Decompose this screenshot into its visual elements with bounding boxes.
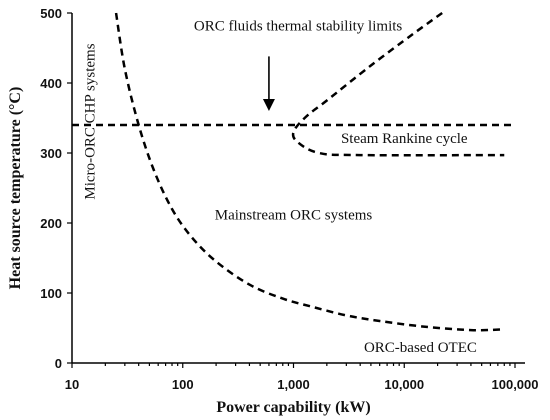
x-axis-title: Power capability (kW) <box>216 399 370 416</box>
x-tick-label-0: 10 <box>65 377 79 392</box>
annotation-1: Micro-ORC CHP systems <box>83 43 99 199</box>
y-axis-title: Heat source temperature (°C) <box>7 87 24 290</box>
y-tick-label-1: 100 <box>40 286 62 301</box>
x-tick-label-4: 100,000 <box>492 377 539 392</box>
y-tick-label-5: 500 <box>40 6 62 21</box>
x-tick-label-1: 100 <box>172 377 194 392</box>
annotation-4: ORC-based OTEC <box>364 340 477 356</box>
x-tick-label-3: 10,000 <box>384 377 424 392</box>
series-line-0 <box>114 12 505 332</box>
series-layer <box>72 11 515 332</box>
annotation-2: Steam Rankine cycle <box>341 131 468 147</box>
annotation-3: Mainstream ORC systems <box>215 208 373 224</box>
y-tick-label-3: 300 <box>40 146 62 161</box>
y-tick-label-2: 200 <box>40 216 62 231</box>
axes <box>71 13 525 364</box>
y-tick-label-4: 400 <box>40 76 62 91</box>
ticks: 0 100 200 300 400 500 10 100 1,000 10,000 100,000 <box>40 6 538 392</box>
annotation-layer: ORC fluids thermal stability limits Micro… <box>83 19 477 356</box>
y-tick-label-0: 0 <box>55 356 62 371</box>
arrow-head-0 <box>262 99 275 111</box>
annotation-0: ORC fluids thermal stability limits <box>194 19 402 35</box>
x-tick-label-2: 1,000 <box>277 377 310 392</box>
series-line-2 <box>291 11 505 157</box>
